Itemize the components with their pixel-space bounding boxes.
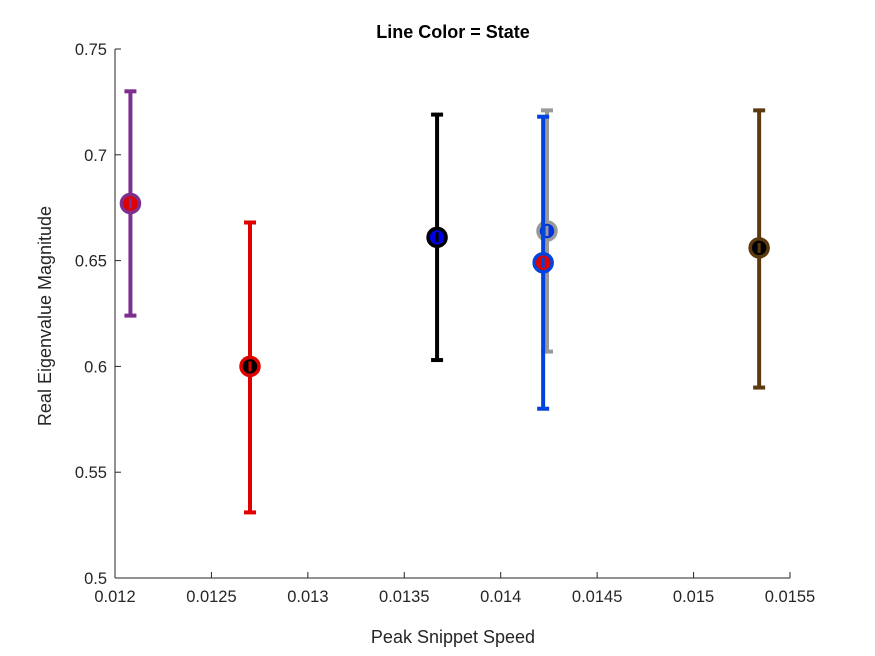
y-tick-label: 0.6 (84, 358, 107, 376)
data-points (119, 89, 770, 515)
y-axis-title: Real Eigenvalue Magnitude (35, 206, 55, 426)
data-point (536, 108, 558, 354)
x-tick-label: 0.014 (480, 588, 521, 606)
y-tick-label: 0.65 (75, 253, 107, 271)
axes: 0.012 0.0125 0.013 0.0135 0.014 0.0145 0.015 0.… (75, 41, 815, 606)
y-tick-label: 0.7 (84, 147, 107, 165)
x-tick-label: 0.0125 (186, 588, 236, 606)
x-tick-label: 0.0145 (572, 588, 622, 606)
data-point (748, 108, 770, 390)
y-ticks: 0.5 0.55 0.6 0.65 0.7 0.75 (75, 41, 121, 588)
data-point (119, 89, 142, 318)
x-tick-label: 0.0135 (379, 588, 429, 606)
x-tick-label: 0.0155 (765, 588, 815, 606)
x-tick-label: 0.013 (287, 588, 328, 606)
y-tick-label: 0.55 (75, 464, 107, 482)
x-ticks: 0.012 0.0125 0.013 0.0135 0.014 0.0145 0.015 0.… (94, 572, 815, 606)
chart-title: Line Color = State (376, 22, 530, 42)
x-tick-label: 0.015 (673, 588, 714, 606)
y-tick-label: 0.75 (75, 41, 107, 59)
data-point (426, 112, 448, 363)
x-axis-title: Peak Snippet Speed (371, 627, 535, 647)
x-tick-label: 0.012 (94, 588, 135, 606)
data-point (239, 220, 261, 515)
data-point (532, 114, 554, 411)
y-tick-label: 0.5 (84, 570, 107, 588)
